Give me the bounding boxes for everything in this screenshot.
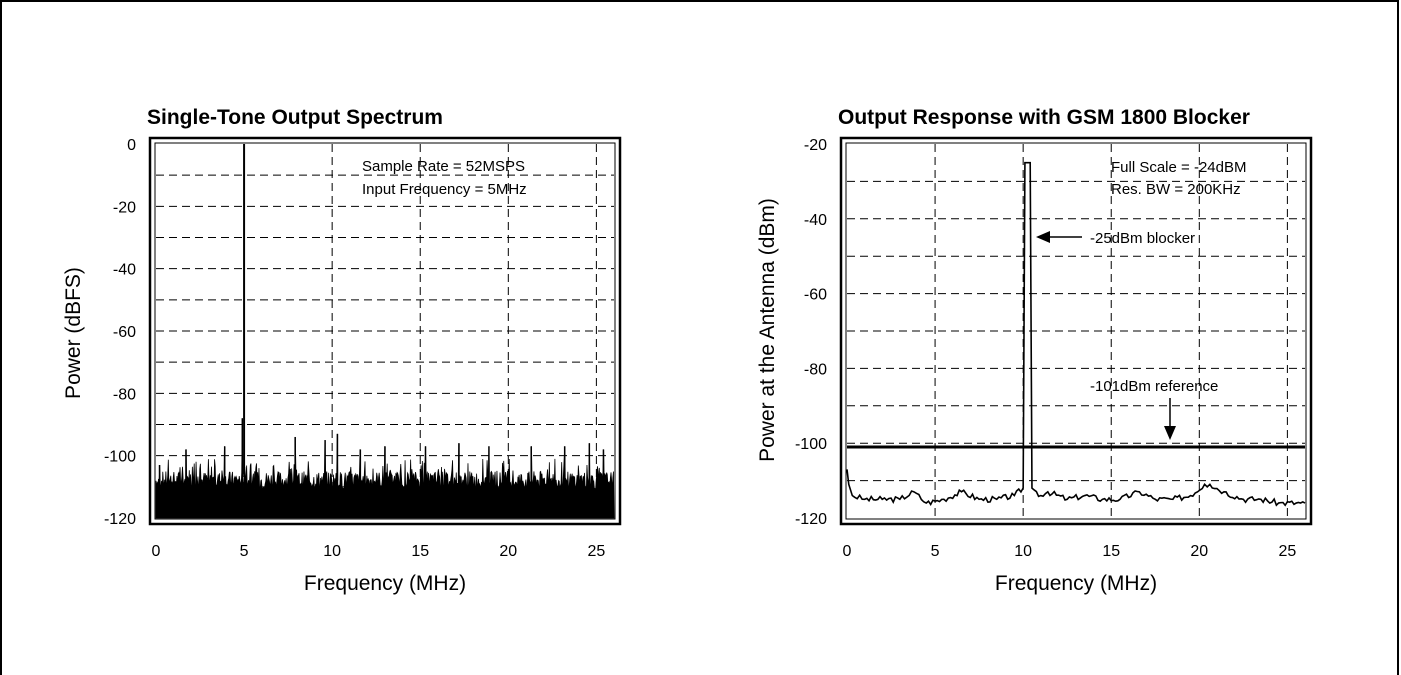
left-ytick-label: -40 [113, 262, 136, 279]
left-xtick-label: 5 [240, 543, 249, 560]
left-ytick-label: 0 [127, 137, 136, 154]
left-xtick-label: 25 [587, 543, 605, 560]
right-ytick-label: -120 [795, 511, 827, 528]
right-xtick-label: 10 [1014, 543, 1032, 560]
left-plot-frame-outer [148, 136, 622, 526]
right-grid [847, 144, 1305, 518]
right-ytick-label: -100 [795, 436, 827, 453]
right-chart-plot: 0 5 10 15 20 25 -20 -40 -60 -80 -100 -120 [795, 136, 1313, 560]
right-response-trace [846, 161, 1306, 507]
left-chart-ylabel: Power (dBFS) [62, 267, 85, 399]
right-xtick-label: 20 [1190, 543, 1208, 560]
left-chart-xlabel: Frequency (MHz) [304, 572, 466, 595]
right-chart-title: Output Response with GSM 1800 Blocker [838, 106, 1250, 129]
right-chart-xlabel: Frequency (MHz) [995, 572, 1157, 595]
right-annotation-blocker: -25dBm blocker [1090, 230, 1195, 247]
left-ytick-label: -80 [113, 386, 136, 403]
left-ytick-label: -100 [104, 449, 136, 466]
right-plot-frame-inner [845, 142, 1307, 520]
left-chart-title: Single-Tone Output Spectrum [147, 106, 443, 129]
left-chart: Single-Tone Output Spectrum Frequency (M… [62, 106, 527, 595]
left-ytick-label: -120 [104, 511, 136, 528]
right-chart: Output Response with GSM 1800 Blocker Fr… [756, 106, 1250, 595]
right-ytick-label: -60 [804, 287, 827, 304]
right-annotation-reference: -101dBm reference [1090, 378, 1218, 395]
right-chart-ylabel: Power at the Antenna (dBm) [756, 198, 779, 462]
right-plot-frame-outer [839, 136, 1313, 526]
left-ytick-label: -20 [113, 199, 136, 216]
left-plot-frame-inner [154, 142, 616, 520]
left-xtick-label: 10 [323, 543, 341, 560]
right-ytick-label: -80 [804, 361, 827, 378]
left-annotation-sample-rate: Sample Rate = 52MSPS [362, 158, 525, 175]
right-xtick-label: 5 [931, 543, 940, 560]
left-annotation-input-frequency: Input Frequency = 5MHz [362, 181, 527, 198]
right-ytick-label: -40 [804, 212, 827, 229]
right-annotation-res-bw: Res. BW = 200KHz [1111, 181, 1241, 198]
left-xtick-label: 15 [411, 543, 429, 560]
right-annotation-full-scale: Full Scale = -24dBM [1111, 159, 1246, 176]
right-xtick-label: 0 [843, 543, 852, 560]
right-blocker-arrowhead [1036, 231, 1050, 243]
left-chart-plot: 0 5 10 15 20 25 0 -20 -40 -60 -80 -100 -120 [104, 136, 622, 560]
right-reference-arrowhead [1164, 426, 1176, 440]
left-xtick-label: 0 [152, 543, 161, 560]
right-xtick-label: 25 [1278, 543, 1296, 560]
right-ytick-label: -20 [804, 137, 827, 154]
left-ytick-label: -60 [113, 324, 136, 341]
left-xtick-label: 20 [499, 543, 517, 560]
right-xtick-label: 15 [1102, 543, 1120, 560]
